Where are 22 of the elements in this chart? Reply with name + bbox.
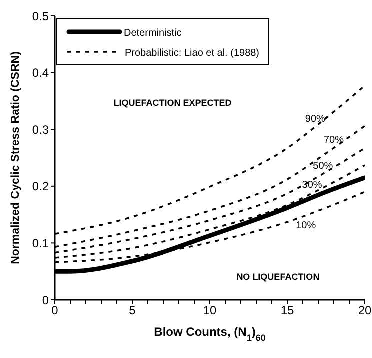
x-tick-label: 15 <box>280 304 294 318</box>
y-tick-label: 0.3 <box>32 122 50 137</box>
x-axis-title: Blow Counts, (N$_{1}$)$_{60}$ <box>154 325 266 343</box>
annotation: NO LIQUEFACTION <box>236 272 320 282</box>
annotation: 50% <box>313 160 334 172</box>
annotation: Probabilistic: Liao et al. (1988) <box>125 48 260 59</box>
x-tick-label: 5 <box>129 304 136 318</box>
y-tick-label: 0.2 <box>32 180 50 194</box>
annotation: 70% <box>324 134 344 146</box>
annotation: 90% <box>305 114 326 125</box>
x-tick-label: 0 <box>52 304 59 318</box>
x-tick-label: 20 <box>358 304 372 318</box>
y-tick-label: 0.5 <box>32 9 50 24</box>
annotation: 30% <box>302 180 322 192</box>
y-tick-label: 0 <box>42 293 50 308</box>
annotation: 10% <box>296 220 316 232</box>
annotation: LIQUEFACTION EXPECTED <box>114 98 232 108</box>
y-axis-title: Normalized Cyclic Stress Ratio (CSRN) <box>10 51 22 264</box>
y-tick-label: 0.4 <box>32 66 50 80</box>
text: Deterministic <box>124 28 182 39</box>
y-tick-label: 0.1 <box>32 236 50 250</box>
x-tick-label: 10 <box>203 304 217 318</box>
